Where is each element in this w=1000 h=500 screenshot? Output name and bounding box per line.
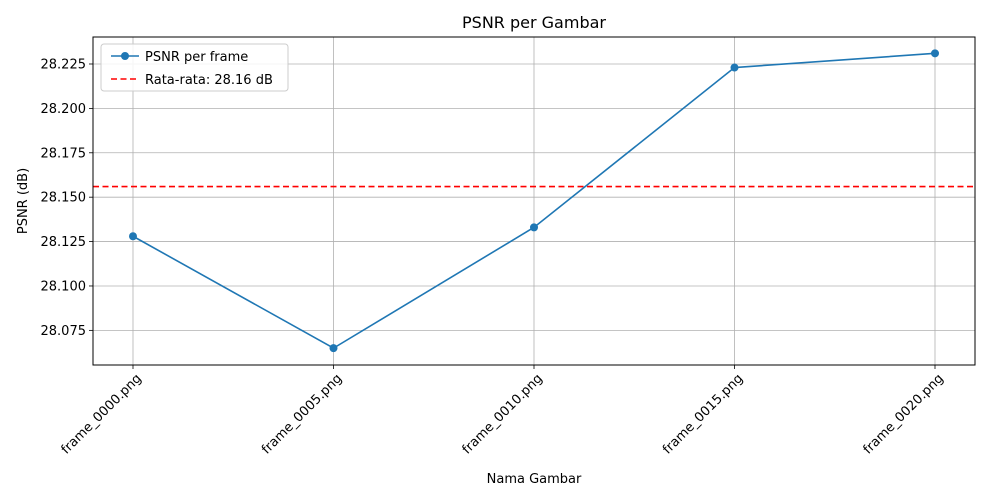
legend-series-label: PSNR per frame bbox=[145, 50, 248, 65]
y-tick-label: 28.100 bbox=[41, 279, 87, 294]
legend-series-marker bbox=[121, 52, 129, 60]
legend-box bbox=[100, 43, 289, 92]
y-tick-label: 28.175 bbox=[41, 146, 87, 161]
data-point bbox=[931, 49, 939, 58]
y-axis-ticks: 28.075 28.100 28.125 28.150 28.175 28.200 28.2… bbox=[41, 57, 93, 339]
y-axis-label: PSNR (dB) bbox=[16, 168, 31, 234]
data-point bbox=[129, 232, 137, 241]
y-tick-label: 28.150 bbox=[41, 191, 87, 206]
data-point bbox=[730, 63, 739, 72]
y-tick-label: 28.125 bbox=[41, 235, 87, 250]
y-tick-label: 28.200 bbox=[41, 102, 87, 117]
legend: PSNR per frame Rata-rata: 28.16 dB bbox=[100, 43, 289, 92]
x-axis-label: Nama Gambar bbox=[487, 472, 582, 487]
grid bbox=[93, 37, 975, 365]
series-group bbox=[129, 49, 939, 353]
chart-title: PSNR per Gambar bbox=[462, 13, 606, 32]
data-point bbox=[530, 223, 538, 232]
data-point bbox=[329, 344, 338, 353]
y-tick-label: 28.075 bbox=[41, 324, 87, 339]
y-tick-label: 28.225 bbox=[41, 57, 87, 72]
legend-average-label: Rata-rata: 28.16 dB bbox=[145, 73, 273, 88]
